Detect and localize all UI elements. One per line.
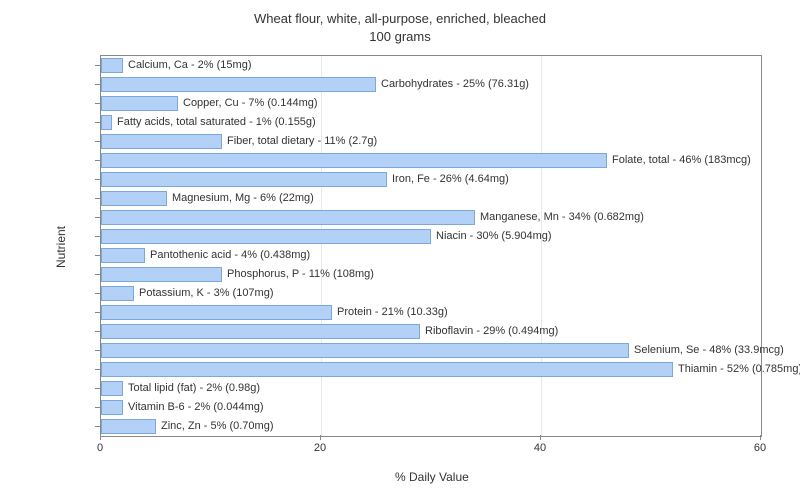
nutrient-bar [101, 343, 629, 357]
nutrient-bar-label: Copper, Cu - 7% (0.144mg) [183, 97, 318, 109]
x-tick [320, 435, 321, 440]
nutrient-bar [101, 115, 112, 129]
grid-line [541, 56, 542, 436]
x-tick-label: 60 [754, 442, 766, 454]
nutrient-bar [101, 248, 145, 262]
nutrient-bar [101, 153, 607, 167]
nutrient-bar [101, 134, 222, 148]
y-tick [95, 141, 100, 142]
x-tick [760, 435, 761, 440]
y-tick [95, 274, 100, 275]
y-tick [95, 103, 100, 104]
y-tick [95, 65, 100, 66]
y-tick [95, 255, 100, 256]
y-tick [95, 350, 100, 351]
title-line-1: Wheat flour, white, all-purpose, enriche… [0, 10, 800, 28]
nutrient-bar [101, 77, 376, 91]
nutrient-bar-label: Manganese, Mn - 34% (0.682mg) [480, 211, 644, 223]
y-tick [95, 293, 100, 294]
y-tick [95, 388, 100, 389]
nutrient-bar-label: Fatty acids, total saturated - 1% (0.155… [117, 116, 316, 128]
nutrient-bar [101, 305, 332, 319]
x-tick [100, 435, 101, 440]
nutrient-bar-label: Phosphorus, P - 11% (108mg) [227, 268, 374, 280]
nutrient-bar [101, 286, 134, 300]
nutrient-bar [101, 400, 123, 414]
y-tick [95, 160, 100, 161]
nutrient-bar-label: Folate, total - 46% (183mcg) [612, 154, 751, 166]
y-tick [95, 236, 100, 237]
nutrient-bar-label: Vitamin B-6 - 2% (0.044mg) [128, 401, 264, 413]
nutrient-bar-label: Protein - 21% (10.33g) [337, 306, 448, 318]
nutrient-bar [101, 381, 123, 395]
nutrient-bar-label: Fiber, total dietary - 11% (2.7g) [227, 135, 377, 147]
nutrient-bar [101, 229, 431, 243]
y-tick [95, 179, 100, 180]
y-tick [95, 407, 100, 408]
nutrient-bar [101, 58, 123, 72]
nutrient-bar [101, 210, 475, 224]
nutrient-bar [101, 96, 178, 110]
x-tick-label: 20 [314, 442, 326, 454]
nutrient-bar-label: Pantothenic acid - 4% (0.438mg) [150, 249, 310, 261]
nutrient-bar [101, 172, 387, 186]
nutrient-bar-label: Riboflavin - 29% (0.494mg) [425, 325, 558, 337]
chart-title: Wheat flour, white, all-purpose, enriche… [0, 0, 800, 46]
nutrient-bar [101, 362, 673, 376]
nutrient-bar-label: Magnesium, Mg - 6% (22mg) [172, 192, 314, 204]
nutrient-bar-label: Zinc, Zn - 5% (0.70mg) [161, 420, 273, 432]
y-tick [95, 198, 100, 199]
nutrient-bar [101, 191, 167, 205]
grid-line [321, 56, 322, 436]
nutrient-bar-label: Selenium, Se - 48% (33.9mcg) [634, 344, 784, 356]
plot-area: Calcium, Ca - 2% (15mg) Carbohydrates - 2… [100, 55, 762, 437]
y-tick [95, 122, 100, 123]
x-tick-label: 40 [534, 442, 546, 454]
y-axis-label: Nutrient [54, 226, 68, 268]
nutrient-bar-label: Calcium, Ca - 2% (15mg) [128, 59, 251, 71]
nutrient-bar [101, 324, 420, 338]
nutrient-bar-label: Potassium, K - 3% (107mg) [139, 287, 274, 299]
nutrient-bar [101, 419, 156, 433]
y-tick [95, 312, 100, 313]
nutrient-chart: Wheat flour, white, all-purpose, enriche… [0, 0, 800, 500]
x-axis-label: % Daily Value [395, 470, 469, 484]
x-tick [540, 435, 541, 440]
x-tick-label: 0 [97, 442, 103, 454]
y-tick [95, 217, 100, 218]
y-tick [95, 369, 100, 370]
y-tick [95, 331, 100, 332]
y-tick [95, 84, 100, 85]
nutrient-bar-label: Thiamin - 52% (0.785mg) [678, 363, 800, 375]
nutrient-bar [101, 267, 222, 281]
y-tick [95, 426, 100, 427]
nutrient-bar-label: Carbohydrates - 25% (76.31g) [381, 78, 529, 90]
nutrient-bar-label: Total lipid (fat) - 2% (0.98g) [128, 382, 260, 394]
nutrient-bar-label: Niacin - 30% (5.904mg) [436, 230, 552, 242]
title-line-2: 100 grams [0, 28, 800, 46]
nutrient-bar-label: Iron, Fe - 26% (4.64mg) [392, 173, 509, 185]
